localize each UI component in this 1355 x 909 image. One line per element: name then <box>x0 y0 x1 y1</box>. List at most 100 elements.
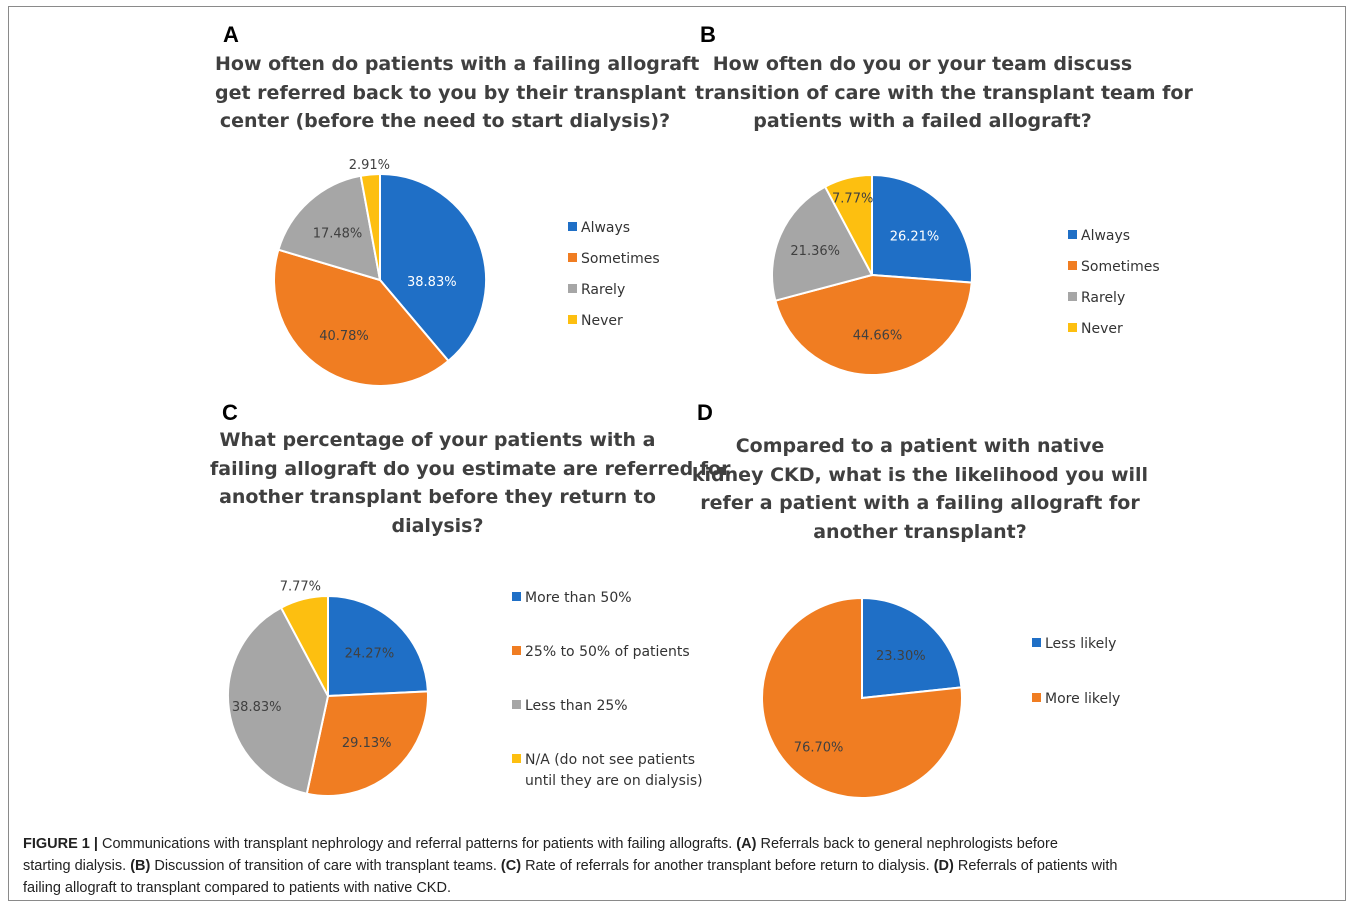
panel-d-title-line: kidney CKD, what is the likelihood you w… <box>691 463 1149 486</box>
legend-item: Rarely <box>568 280 625 301</box>
legend-item: N/A (do not see patients until they are o… <box>512 750 703 792</box>
legend-label: Never <box>1081 321 1123 337</box>
legend-swatch <box>1068 292 1077 301</box>
pie-slice-25-to-50-of-patients <box>305 690 429 797</box>
legend-swatch <box>568 253 577 262</box>
caption-bold-text: (D) <box>933 858 954 874</box>
panel-letter-a: A <box>223 22 239 47</box>
data-label: 40.78% <box>319 329 369 344</box>
data-label: 2.91% <box>349 158 390 173</box>
panel-b-title-line: transition of care with the transplant t… <box>695 81 1193 104</box>
pie-slice-sometimes <box>774 273 973 376</box>
legend-swatch <box>1068 261 1077 270</box>
legend-item: Less than 25% <box>512 696 628 717</box>
caption-text: Referrals back to general nephrologists … <box>756 836 1058 852</box>
legend-label: N/A (do not see patients until they are o… <box>525 752 703 789</box>
legend-item: Sometimes <box>568 249 660 270</box>
legend-swatch <box>1068 323 1077 332</box>
pie-slice-less-than-25 <box>227 606 330 795</box>
data-label: 24.27% <box>345 647 395 662</box>
legend-label: Always <box>1081 228 1131 244</box>
legend-label: Rarely <box>581 282 626 298</box>
data-label: 17.48% <box>313 227 363 242</box>
panel-c-title-line: dialysis? <box>391 514 484 537</box>
legend-swatch <box>512 646 521 655</box>
caption-text: Discussion of transition of care with tr… <box>150 858 501 874</box>
legend-label: More than 50% <box>525 590 632 606</box>
caption-text: failing allograft to transplant compared… <box>23 880 451 896</box>
legend-swatch <box>1032 693 1041 702</box>
figure-frame <box>8 6 1346 901</box>
pie-slice-n-a-do-not-see-patients-until-they-are-on-dialysis <box>279 594 329 697</box>
legend-label: Rarely <box>1081 290 1126 306</box>
caption-bold-text: (B) <box>130 858 151 874</box>
pie-slice-never <box>359 172 381 281</box>
panel-c-title-line: failing allograft do you estimate are re… <box>210 457 731 480</box>
pie-chart-d: 23.30% 76.70% <box>761 596 963 799</box>
legend-label: 25% to 50% of patients <box>525 644 690 660</box>
data-label: 7.77% <box>280 579 321 594</box>
caption-line: failing allograft to transplant compared… <box>23 877 1329 899</box>
panel-letter-c: C <box>222 400 238 425</box>
panel-b-title: How often do you or your team discuss tr… <box>695 50 1193 136</box>
panel-a-title-line: get referred back to you by their transp… <box>215 81 686 104</box>
caption-line: starting dialysis. (B) Discussion of tra… <box>23 855 1329 877</box>
legend-swatch <box>568 315 577 324</box>
panel-d-title-line: another transplant? <box>813 520 1027 543</box>
panel-a-title-line: How often do patients with a failing all… <box>215 53 700 75</box>
data-label: 38.83% <box>407 275 457 290</box>
panel-a-title-line: center (before the need to start dialysi… <box>219 110 671 132</box>
pie-slice-rarely <box>771 185 874 302</box>
pie-chart-c: 24.27% 29.13% 38.83% 7.77% <box>227 579 429 797</box>
panel-a-title: How often do patients with a failing all… <box>215 50 700 136</box>
panel-c-title-line: What percentage of your patients with a <box>219 429 656 451</box>
panel-letter-d: D <box>697 400 713 425</box>
panel-d-title: Compared to a patient with native kidney… <box>690 432 1150 546</box>
panel-b-title-line: How often do you or your team discuss <box>712 53 1133 75</box>
legend-swatch <box>512 592 521 601</box>
caption-line: FIGURE 1 | Communications with transplan… <box>23 833 1329 855</box>
caption-bold-text: (C) <box>500 858 522 874</box>
pie-slice-always <box>379 172 488 363</box>
pie-slice-always <box>871 173 973 284</box>
pie-chart-a: 38.83% 40.78% 17.48% 2.91% <box>273 158 488 387</box>
caption-bold-text: (A) <box>736 836 757 852</box>
legend-item: More than 50% <box>512 588 632 609</box>
figure-caption: FIGURE 1 | Communications with transplan… <box>23 833 1329 899</box>
data-label: 23.30% <box>876 649 926 664</box>
pie-slice-rarely <box>277 174 382 282</box>
legend-item: Less likely <box>1032 634 1116 655</box>
legend-item: Never <box>568 311 623 332</box>
legend-label: More likely <box>1045 691 1121 707</box>
panel-c-title: What percentage of your patients with a … <box>210 426 731 540</box>
pie-slice-never <box>823 173 873 276</box>
legend-item: Always <box>1068 226 1130 247</box>
legend-swatch <box>512 700 521 709</box>
caption-text: Referrals of patients with <box>953 858 1118 874</box>
legend-swatch <box>568 222 577 231</box>
pie-slice-sometimes <box>273 248 450 387</box>
legend-swatch <box>512 754 521 763</box>
legend-item: Never <box>1068 319 1123 340</box>
legend-label: Sometimes <box>581 251 660 267</box>
legend-item: 25% to 50% of patients <box>512 642 690 663</box>
data-label: 44.66% <box>853 329 903 344</box>
legend-item: Sometimes <box>1068 257 1160 278</box>
caption-bold-text: FIGURE 1 | <box>23 836 98 852</box>
panel-b-title-line: patients with a failed allograft? <box>753 110 1092 132</box>
caption-text: Communications with transplant nephrolog… <box>97 836 737 852</box>
pie-slice-less-likely <box>861 596 963 700</box>
legend-label: Sometimes <box>1081 259 1160 275</box>
panel-c-title-line: another transplant before they return to <box>219 486 656 508</box>
legend-swatch <box>568 284 577 293</box>
data-label: 26.21% <box>890 230 940 245</box>
legend-swatch <box>1068 230 1077 239</box>
panel-letter-b: B <box>700 22 716 47</box>
data-label: 21.36% <box>790 244 840 259</box>
legend-label: Never <box>581 313 623 329</box>
caption-text: Rate of referrals for another transplant… <box>521 858 934 874</box>
data-label: 76.70% <box>794 740 844 755</box>
legend-label: Always <box>581 220 631 236</box>
panel-d-title-line: refer a patient with a failing allograft… <box>700 492 1140 514</box>
data-label: 38.83% <box>232 700 282 715</box>
